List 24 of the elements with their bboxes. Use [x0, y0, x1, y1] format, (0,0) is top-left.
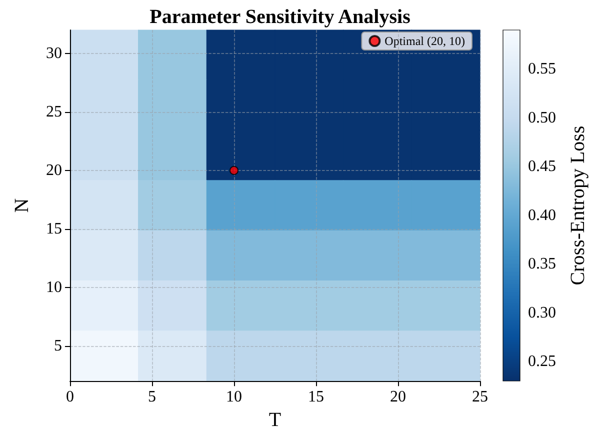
y-tick-label: 15 [46, 220, 62, 238]
x-tick-label: 0 [66, 388, 74, 406]
y-tick-label: 5 [54, 337, 62, 354]
color-bar-title: Cross-Entropy Loss [567, 126, 589, 286]
x-tick-label: 25 [472, 388, 488, 406]
y-axis-title: N [11, 198, 33, 213]
color-bar-label: 0.50 [528, 109, 556, 126]
color-bar-label: 0.25 [528, 353, 556, 370]
y-tick-label: 25 [46, 103, 62, 120]
color-bar-label: 0.35 [528, 256, 556, 272]
x-axis-title: T [268, 409, 282, 431]
chart-title: Parameter Sensitivity Analysis [150, 6, 411, 28]
x-tick-label: 10 [226, 388, 242, 406]
color-bar-label: 0.45 [528, 158, 556, 175]
x-tick-label: 15 [308, 388, 324, 406]
y-tick-label: 20 [46, 162, 62, 179]
x-tick-label: 5 [148, 388, 156, 406]
color-bar-label: 0.40 [528, 206, 556, 224]
color-bar-label: 0.30 [528, 304, 556, 322]
y-tick-label: 10 [46, 278, 62, 296]
y-tick-label: 30 [46, 44, 62, 62]
color-bar-label: 0.55 [528, 60, 556, 78]
x-tick-label: 20 [390, 388, 406, 406]
legend-label: Optimal (20, 10) [384, 34, 466, 48]
